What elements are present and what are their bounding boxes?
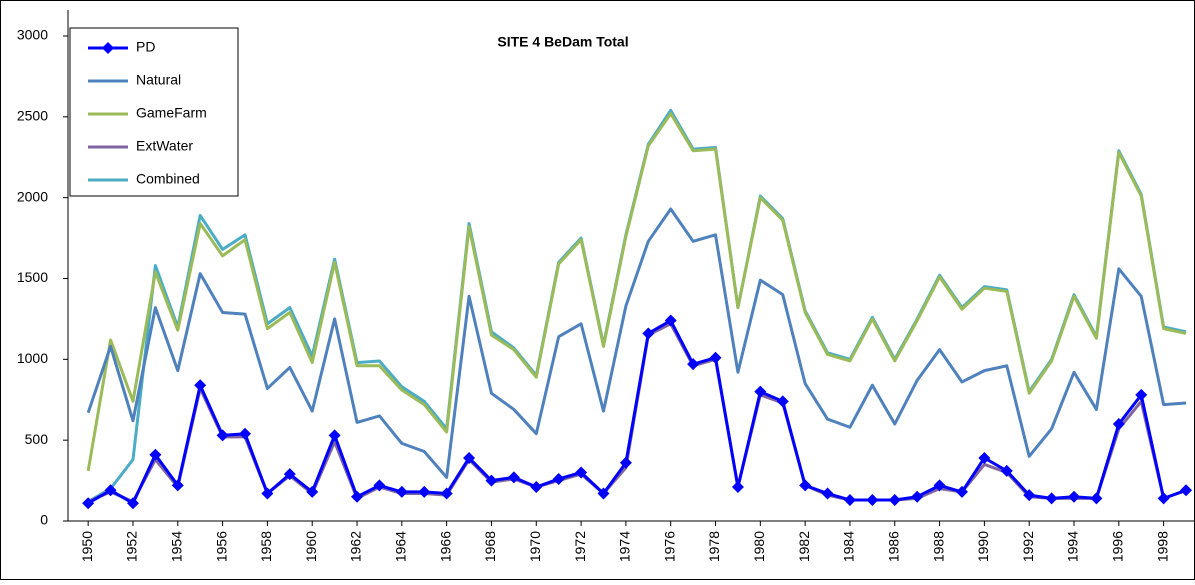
y-tick-label: 0 (40, 512, 48, 528)
point-marker (261, 487, 274, 500)
point-marker (440, 487, 453, 500)
point-marker (642, 327, 655, 340)
point-marker (104, 484, 117, 497)
point-marker (194, 379, 207, 392)
x-tick-label: 1996 (1110, 531, 1126, 562)
point-marker (82, 497, 95, 510)
x-tick-label: 1950 (79, 531, 95, 562)
point-marker (1112, 418, 1125, 430)
y-tick-label: 1000 (17, 350, 48, 366)
point-marker (463, 451, 476, 464)
point-marker (239, 427, 252, 440)
x-tick-label: 1992 (1020, 531, 1036, 562)
legend-label: Combined (136, 171, 200, 187)
point-marker (664, 314, 677, 327)
x-tick-label: 1998 (1154, 531, 1170, 562)
point-marker (933, 479, 946, 492)
point-marker (731, 481, 744, 494)
y-tick-label: 2000 (17, 188, 48, 204)
x-tick-label: 1984 (841, 531, 857, 562)
x-tick-label: 1976 (661, 531, 677, 562)
point-marker (1045, 492, 1058, 505)
point-marker (709, 351, 722, 364)
point-marker (843, 493, 856, 506)
x-tick-label: 1972 (572, 531, 588, 562)
point-marker (1023, 489, 1036, 502)
x-tick-label: 1956 (213, 531, 229, 562)
legend-label: GameFarm (136, 105, 207, 121)
point-marker (530, 481, 543, 494)
point-marker (575, 466, 588, 479)
series-line (86, 207, 1187, 479)
y-tick-label: 500 (25, 431, 49, 447)
point-marker (485, 474, 498, 487)
point-marker (911, 490, 924, 503)
point-marker (373, 479, 386, 492)
point-marker (1000, 464, 1013, 477)
x-tick-label: 1988 (930, 531, 946, 562)
x-tick-label: 1994 (1065, 531, 1081, 562)
point-marker (821, 487, 834, 500)
point-marker (619, 456, 632, 469)
point-marker (754, 385, 767, 398)
y-tick-label: 1500 (17, 269, 48, 285)
x-tick-label: 1980 (751, 531, 767, 562)
point-marker (126, 497, 139, 510)
point-marker (1180, 484, 1193, 497)
x-tick-label: 1958 (258, 531, 274, 562)
chart-title: SITE 4 BeDam Total (497, 34, 628, 50)
legend-label: Natural (136, 72, 181, 88)
point-marker (955, 485, 968, 498)
legend-box (69, 27, 239, 197)
x-tick-label: 1986 (885, 531, 901, 562)
legend-label: ExtWater (136, 138, 193, 154)
point-marker (171, 479, 184, 492)
point-marker (552, 472, 565, 485)
y-tick-label: 3000 (17, 27, 48, 43)
point-marker (306, 485, 319, 498)
point-marker (866, 493, 879, 506)
point-marker (418, 485, 431, 498)
x-tick-label: 1960 (303, 531, 319, 562)
series-line (86, 112, 1187, 472)
point-marker (216, 429, 229, 442)
legend-label: PD (136, 39, 155, 55)
x-tick-label: 1966 (437, 531, 453, 562)
point-marker (1068, 490, 1081, 503)
legend-marker (102, 42, 114, 54)
x-tick-label: 1952 (124, 531, 140, 562)
x-tick-label: 1954 (168, 531, 184, 562)
x-tick-label: 1990 (975, 531, 991, 562)
x-tick-label: 1974 (617, 531, 633, 562)
x-tick-label: 1970 (527, 531, 543, 562)
point-marker (799, 479, 812, 492)
point-marker (888, 493, 901, 506)
y-tick-label: 2500 (17, 108, 48, 124)
point-marker (1090, 492, 1103, 505)
point-marker (597, 487, 610, 500)
point-marker (283, 468, 296, 481)
x-tick-label: 1982 (796, 531, 812, 562)
point-marker (149, 448, 162, 461)
x-tick-label: 1968 (482, 531, 498, 562)
x-tick-label: 1978 (706, 531, 722, 562)
x-tick-label: 1962 (348, 531, 364, 562)
point-marker (687, 358, 700, 371)
point-marker (351, 490, 364, 503)
point-marker (776, 395, 789, 408)
point-marker (978, 451, 991, 464)
x-tick-label: 1964 (393, 531, 409, 562)
point-marker (328, 429, 341, 442)
point-marker (507, 471, 520, 484)
point-marker (395, 485, 408, 498)
point-marker (1135, 388, 1148, 401)
point-marker (1157, 492, 1170, 505)
